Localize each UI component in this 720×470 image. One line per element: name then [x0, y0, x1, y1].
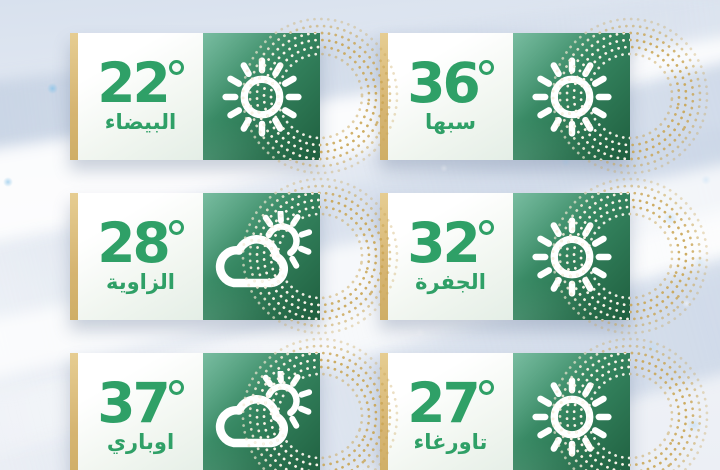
city-name: سبها [425, 110, 476, 135]
temperature-panel: 22 البيضاء [78, 33, 203, 160]
temperature-panel: 32 الجفرة [388, 193, 513, 320]
gold-accent-bar [380, 33, 388, 160]
city-name: البيضاء [104, 110, 177, 135]
icon-panel [513, 33, 630, 160]
temperature-value: 32 [407, 210, 481, 275]
city-name: تاورغاء [413, 430, 488, 455]
weather-card: 28 الزاوية [70, 177, 399, 335]
degree-symbol [168, 219, 184, 235]
bg-speck [645, 340, 659, 354]
temperature: 27 [407, 370, 494, 435]
gold-accent-bar [70, 33, 78, 160]
icon-slot [527, 52, 617, 142]
icon-slot [210, 210, 314, 303]
bg-speck [635, 53, 645, 63]
bg-speck [681, 298, 691, 308]
city-name: اوباري [106, 430, 175, 455]
bg-speck [46, 82, 58, 94]
temperature-value: 22 [97, 50, 171, 115]
temperature: 36 [407, 50, 494, 115]
bg-speck [415, 327, 425, 337]
weather-card: 36 سبها [380, 17, 709, 175]
city-name: الزاوية [105, 270, 176, 295]
icon-panel [203, 353, 320, 470]
degree-symbol [478, 59, 494, 75]
icon-slot [527, 372, 617, 462]
icon-panel [203, 33, 320, 160]
bg-speck [701, 175, 711, 185]
temperature: 22 [97, 50, 184, 115]
bg-speck [694, 256, 706, 268]
temperature: 37 [97, 370, 184, 435]
icon-panel [513, 353, 630, 470]
temperature-value: 37 [97, 370, 171, 435]
icon-slot [527, 212, 617, 302]
icon-slot [210, 370, 314, 463]
gold-accent-bar [70, 353, 78, 470]
bg-speck [686, 417, 702, 433]
temperature-panel: 36 سبها [388, 33, 513, 160]
partly-cloudy-icon [215, 210, 312, 287]
bg-speck [3, 177, 13, 187]
icon-panel [203, 193, 320, 320]
bg-speck [356, 234, 364, 242]
partly-cloudy-icon [215, 370, 312, 447]
sunny-icon [531, 376, 612, 457]
degree-symbol [168, 59, 184, 75]
temperature-panel: 27 تاورغاء [388, 353, 513, 470]
gold-accent-bar [70, 193, 78, 320]
sunny-icon [531, 56, 612, 137]
degree-symbol [478, 219, 494, 235]
weather-card: 22 البيضاء [70, 17, 399, 175]
icon-slot [217, 52, 307, 142]
gold-accent-bar [380, 353, 388, 470]
city-name: الجفرة [415, 270, 486, 295]
weather-card: 32 الجفرة [380, 177, 709, 335]
temperature-value: 27 [407, 370, 481, 435]
temperature-value: 36 [407, 50, 481, 115]
sunny-icon [531, 216, 612, 297]
weather-card: 37 اوباري [70, 337, 399, 470]
degree-symbol [478, 379, 494, 395]
gold-accent-bar [380, 193, 388, 320]
temperature-value: 28 [97, 210, 171, 275]
temperature: 32 [407, 210, 494, 275]
bg-speck [662, 210, 678, 226]
sunny-icon [221, 56, 302, 137]
bg-speck [440, 164, 448, 172]
temperature-panel: 37 اوباري [78, 353, 203, 470]
weather-card: 27 تاورغاء [380, 337, 709, 470]
temperature: 28 [97, 210, 184, 275]
degree-symbol [168, 379, 184, 395]
icon-panel [513, 193, 630, 320]
temperature-panel: 28 الزاوية [78, 193, 203, 320]
